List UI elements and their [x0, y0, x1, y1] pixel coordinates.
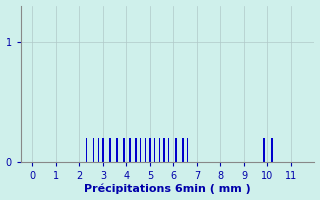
Bar [135, 138, 137, 162]
Bar [145, 138, 146, 162]
Bar [187, 138, 188, 162]
Bar [182, 138, 184, 162]
Bar [98, 138, 99, 162]
Bar [116, 138, 118, 162]
Bar [129, 138, 131, 162]
Bar [154, 138, 155, 162]
Bar [140, 138, 141, 162]
X-axis label: Précipitations 6min ( mm ): Précipitations 6min ( mm ) [84, 184, 251, 194]
Bar [93, 138, 94, 162]
Bar [271, 138, 273, 162]
Bar [175, 138, 177, 162]
Bar [168, 138, 170, 162]
Bar [109, 138, 111, 162]
Bar [86, 138, 87, 162]
Bar [263, 138, 265, 162]
Bar [102, 138, 104, 162]
Bar [163, 138, 165, 162]
Bar [149, 138, 151, 162]
Bar [124, 138, 125, 162]
Bar [159, 138, 160, 162]
